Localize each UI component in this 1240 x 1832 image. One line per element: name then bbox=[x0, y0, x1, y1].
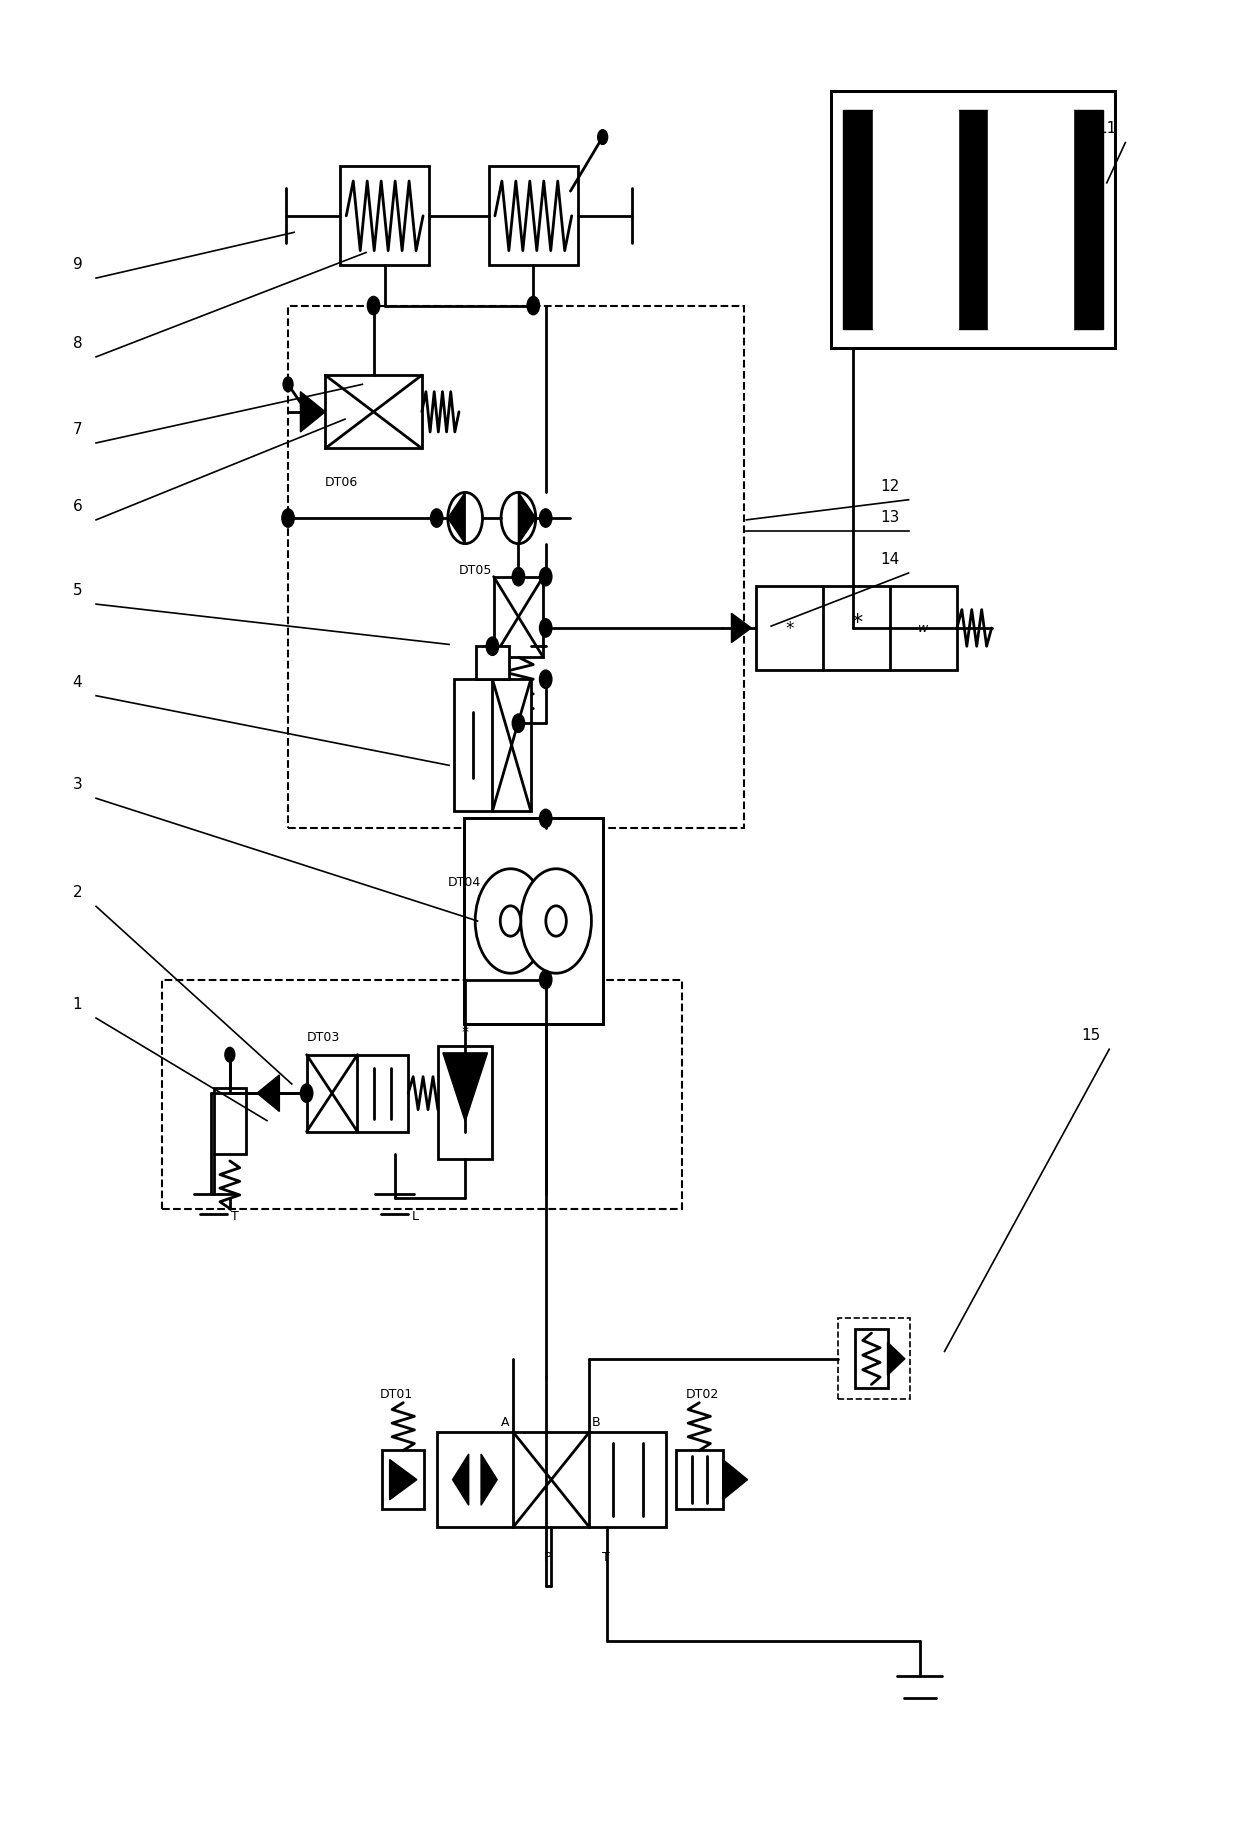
Text: *: * bbox=[461, 1024, 469, 1039]
Text: 10: 10 bbox=[1012, 121, 1030, 136]
Polygon shape bbox=[481, 1455, 497, 1506]
Circle shape bbox=[224, 1048, 234, 1063]
Text: 8: 8 bbox=[73, 335, 82, 350]
Bar bbox=[756, 586, 957, 671]
Polygon shape bbox=[257, 1075, 279, 1112]
Bar bbox=[454, 680, 531, 812]
Bar bbox=[436, 1433, 666, 1528]
Bar bbox=[873, 110, 959, 330]
Circle shape bbox=[512, 568, 525, 586]
Circle shape bbox=[300, 1085, 312, 1103]
Bar bbox=[288, 306, 744, 828]
Bar bbox=[831, 92, 1116, 348]
Circle shape bbox=[539, 971, 552, 989]
Text: 1: 1 bbox=[73, 997, 82, 1011]
Circle shape bbox=[475, 868, 546, 973]
Bar bbox=[382, 1451, 424, 1510]
Text: *: * bbox=[851, 614, 862, 634]
Circle shape bbox=[281, 509, 294, 528]
Text: 5: 5 bbox=[73, 583, 82, 597]
Text: 2: 2 bbox=[73, 885, 82, 900]
Bar bbox=[843, 110, 873, 330]
Circle shape bbox=[539, 619, 552, 638]
Circle shape bbox=[598, 130, 608, 145]
Bar bbox=[489, 167, 578, 266]
Text: w: w bbox=[919, 623, 929, 636]
Text: DT03: DT03 bbox=[306, 1030, 340, 1044]
Circle shape bbox=[539, 568, 552, 586]
Text: 15: 15 bbox=[1081, 1028, 1100, 1042]
Text: 11: 11 bbox=[1097, 121, 1116, 136]
Bar bbox=[856, 1330, 888, 1389]
Bar bbox=[325, 376, 422, 449]
Text: A: A bbox=[501, 1414, 510, 1427]
Bar bbox=[306, 1055, 408, 1132]
Circle shape bbox=[527, 297, 539, 315]
Polygon shape bbox=[732, 614, 751, 643]
Circle shape bbox=[539, 810, 552, 828]
Circle shape bbox=[539, 509, 552, 528]
Bar bbox=[340, 167, 429, 266]
Circle shape bbox=[283, 377, 293, 392]
Polygon shape bbox=[518, 493, 536, 544]
Text: 3: 3 bbox=[73, 777, 82, 791]
Bar bbox=[494, 577, 543, 658]
Text: DT01: DT01 bbox=[379, 1387, 413, 1400]
Text: DT04: DT04 bbox=[448, 876, 481, 889]
Circle shape bbox=[459, 1085, 471, 1103]
Bar bbox=[213, 1088, 246, 1154]
Circle shape bbox=[367, 297, 379, 315]
Circle shape bbox=[486, 638, 498, 656]
Bar bbox=[1074, 110, 1104, 330]
Circle shape bbox=[501, 493, 536, 544]
Circle shape bbox=[539, 671, 552, 689]
Bar bbox=[464, 819, 603, 1024]
Text: DT02: DT02 bbox=[686, 1387, 719, 1400]
Text: 6: 6 bbox=[73, 498, 82, 513]
Polygon shape bbox=[300, 392, 325, 432]
Bar bbox=[464, 819, 603, 1024]
Text: 4: 4 bbox=[73, 674, 82, 689]
Circle shape bbox=[521, 868, 591, 973]
Polygon shape bbox=[888, 1343, 905, 1376]
Text: P: P bbox=[544, 1550, 552, 1563]
Text: 7: 7 bbox=[73, 421, 82, 436]
Text: 9: 9 bbox=[73, 256, 82, 271]
Polygon shape bbox=[443, 1053, 487, 1121]
Polygon shape bbox=[448, 493, 465, 544]
Bar bbox=[959, 110, 988, 330]
Circle shape bbox=[430, 509, 443, 528]
Circle shape bbox=[500, 907, 521, 936]
Circle shape bbox=[448, 493, 482, 544]
Text: *: * bbox=[785, 619, 794, 638]
Polygon shape bbox=[389, 1460, 417, 1500]
Polygon shape bbox=[453, 1455, 469, 1506]
Bar bbox=[838, 1319, 910, 1400]
Circle shape bbox=[512, 714, 525, 733]
Text: T: T bbox=[231, 1209, 239, 1222]
Text: 12: 12 bbox=[880, 478, 900, 493]
Bar bbox=[676, 1451, 723, 1510]
Bar bbox=[476, 647, 508, 680]
Text: 14: 14 bbox=[880, 551, 900, 566]
Text: DT06: DT06 bbox=[325, 476, 358, 489]
Text: B: B bbox=[591, 1414, 600, 1427]
Text: DT05: DT05 bbox=[459, 564, 492, 577]
Bar bbox=[438, 1046, 492, 1160]
Text: L: L bbox=[412, 1209, 419, 1222]
Bar bbox=[988, 110, 1074, 330]
Text: T: T bbox=[601, 1550, 610, 1563]
Bar bbox=[831, 92, 1116, 348]
Text: 13: 13 bbox=[880, 509, 900, 524]
Circle shape bbox=[546, 907, 567, 936]
Bar bbox=[161, 980, 682, 1209]
Polygon shape bbox=[723, 1460, 748, 1500]
